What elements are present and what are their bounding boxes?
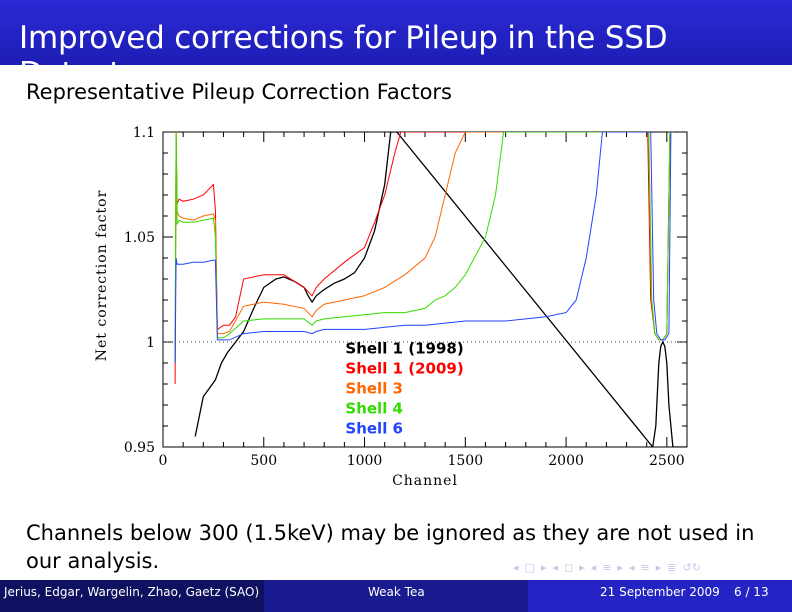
- nav-control[interactable]: ▸: [655, 561, 662, 574]
- series-line: [174, 132, 673, 385]
- x-tick-label: 1500: [447, 453, 483, 469]
- footer-date: 21 September 2009: [600, 585, 720, 599]
- footer-authors-panel: Jerius, Edgar, Wargelin, Zhao, Gaetz (SA…: [0, 580, 264, 612]
- y-tick-label: 1.05: [124, 230, 155, 246]
- y-tick-label: 1.1: [133, 125, 155, 141]
- x-axis-label: Channel: [392, 473, 458, 489]
- footer-date-panel: 21 September 2009 6 / 13: [528, 580, 792, 612]
- legend-entry: Shell 1 (2009): [345, 360, 463, 378]
- legend-entry: Shell 6: [345, 420, 403, 438]
- nav-control[interactable]: ↺↻: [682, 561, 701, 574]
- nav-control[interactable]: ◂: [552, 561, 558, 574]
- nav-control[interactable]: ▸: [617, 561, 623, 574]
- nav-control[interactable]: ≣: [667, 561, 677, 574]
- footer-talk: Weak Tea: [368, 585, 425, 599]
- legend-entry: Shell 1 (1998): [345, 340, 463, 358]
- slide-subtitle: Representative Pileup Correction Factors: [26, 80, 452, 104]
- nav-control[interactable]: ◂: [513, 561, 519, 574]
- x-tick-label: 1000: [347, 453, 383, 469]
- slide-note: Channels below 300 (1.5keV) may be ignor…: [26, 521, 755, 573]
- y-tick-label: 0.95: [124, 440, 155, 456]
- series-line: [174, 132, 673, 364]
- series-line: [174, 132, 673, 364]
- nav-control[interactable]: ▸: [579, 561, 585, 574]
- legend-entry: Shell 3: [345, 380, 403, 398]
- nav-control[interactable]: ▸: [540, 561, 547, 574]
- slide-footer: Jerius, Edgar, Wargelin, Zhao, Gaetz (SA…: [0, 580, 792, 612]
- footer-talk-panel: Weak Tea: [264, 580, 528, 612]
- nav-control[interactable]: ≡: [602, 561, 612, 574]
- series-line: [174, 132, 673, 364]
- x-tick-label: 500: [250, 453, 277, 469]
- slide-title: Improved corrections for Pileup in the S…: [19, 20, 668, 92]
- beamer-nav-controls[interactable]: ◂ □ ▸ ◂ ◻ ▸ ◂ ≡ ▸ ◂ ≡ ▸ ≣ ↺↻: [513, 561, 783, 575]
- y-tick-label: 1: [146, 335, 155, 351]
- series-line: [194, 132, 687, 447]
- nav-control[interactable]: ≡: [640, 561, 650, 574]
- nav-control[interactable]: □: [524, 561, 535, 574]
- nav-control[interactable]: ◂: [590, 561, 597, 574]
- x-tick-label: 2500: [649, 453, 685, 469]
- legend-entry: Shell 4: [345, 400, 403, 418]
- nav-control[interactable]: ◂: [628, 561, 635, 574]
- nav-control[interactable]: ◻: [564, 561, 574, 574]
- x-tick-label: 0: [159, 453, 168, 469]
- title-bar: Improved corrections for Pileup in the S…: [0, 0, 792, 92]
- footer-page: 6 / 13: [734, 585, 769, 599]
- x-tick-label: 2000: [548, 453, 584, 469]
- y-axis-label: Net correction factor: [94, 190, 110, 362]
- footer-authors: Jerius, Edgar, Wargelin, Zhao, Gaetz (SA…: [4, 585, 260, 599]
- pileup-correction-chart: 0 500 1000 1500 2000 2500 0.95 1 1.05 1.1 Channel N…: [94, 125, 688, 489]
